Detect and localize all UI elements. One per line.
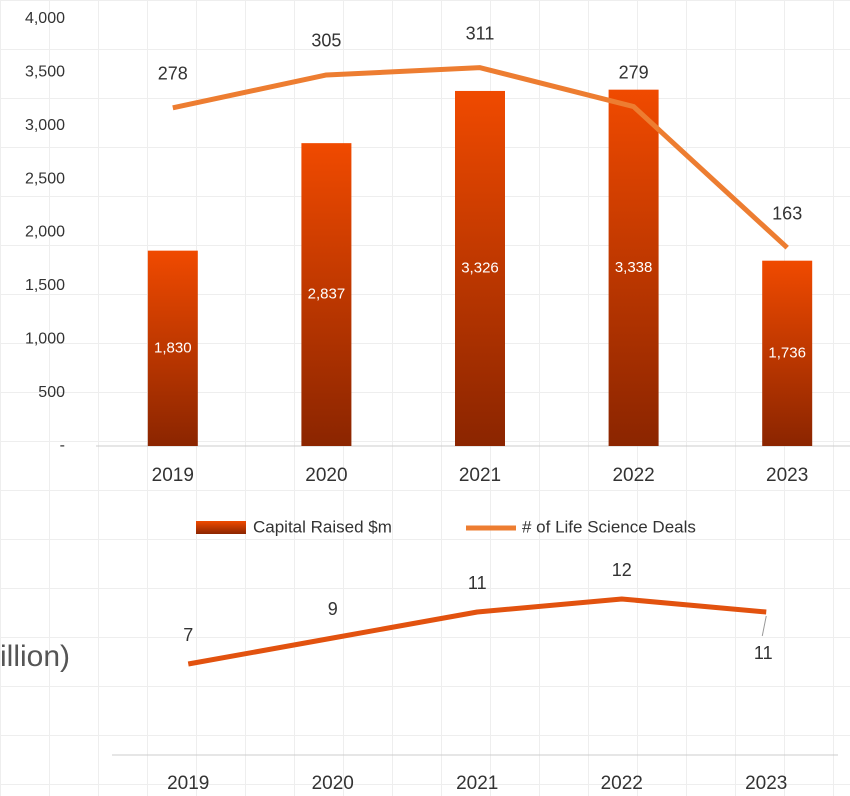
line-value-label: 311 [466, 23, 495, 43]
x-tick-label: 2023 [766, 465, 808, 486]
bar-value-label: 3,338 [615, 259, 653, 276]
bar-value-label: 1,736 [768, 344, 806, 361]
line-value-label: 12 [612, 560, 632, 580]
y-tick-label: 4,000 [25, 10, 65, 27]
line-series [172, 65, 789, 250]
x-tick-label: 2022 [612, 465, 654, 486]
x-tick-label: 2019 [167, 773, 209, 794]
y-tick-label: 500 [38, 384, 65, 401]
y-tick-label: 1,500 [25, 277, 65, 294]
x-tick-label: 2023 [745, 773, 787, 794]
y-tick-label: - [60, 437, 65, 454]
x-tick-label: 2020 [305, 465, 347, 486]
legend-swatch [196, 521, 246, 534]
bar-value-label: 3,326 [461, 259, 499, 276]
y-tick-label: 3,500 [25, 64, 65, 81]
bar [455, 90, 505, 447]
x-tick-label: 2020 [312, 773, 354, 794]
legend-label: Capital Raised $m [253, 517, 392, 536]
x-tick-label: 2022 [601, 773, 643, 794]
line-value-label: 9 [328, 599, 338, 619]
y-tick-label: 2,000 [25, 224, 65, 241]
bar [147, 250, 198, 446]
y-tick-label: 2,500 [25, 170, 65, 187]
line-value-label: 305 [311, 31, 341, 51]
chart-title: illion) [0, 640, 70, 673]
line-value-label: 11 [754, 643, 773, 663]
bar [301, 143, 352, 446]
bar-value-label: 1,830 [154, 339, 192, 356]
y-tick-label: 3,000 [25, 117, 65, 134]
bar [762, 260, 813, 446]
bar-value-label: 2,837 [308, 286, 346, 303]
line-value-label: 163 [772, 203, 802, 223]
bar [608, 89, 659, 446]
legend-label: # of Life Science Deals [522, 517, 696, 536]
x-tick-label: 2019 [152, 465, 194, 486]
line-value-label: 278 [158, 64, 188, 84]
x-tick-label: 2021 [459, 465, 501, 486]
line-value-label: 7 [183, 625, 193, 645]
line-value-label: 11 [468, 573, 487, 593]
y-tick-label: 1,000 [25, 330, 65, 347]
line-value-label: 279 [619, 62, 649, 82]
line-series [187, 596, 767, 667]
x-tick-label: 2021 [456, 773, 498, 794]
leader-line [761, 615, 767, 637]
